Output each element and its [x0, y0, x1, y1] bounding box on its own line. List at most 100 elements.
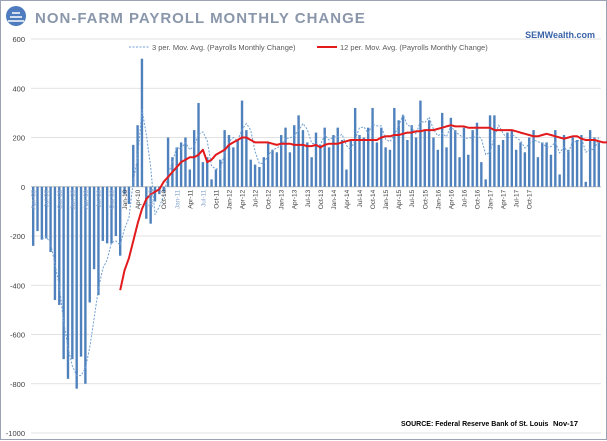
- bar: [462, 127, 466, 187]
- bar: [184, 137, 187, 187]
- x-tick-label: Jul-09: [96, 189, 103, 207]
- ma3-line: [41, 109, 600, 377]
- bar: [279, 135, 283, 187]
- bar: [406, 139, 409, 187]
- bar: [105, 186, 109, 244]
- x-tick-label: Apr-15: [396, 189, 403, 209]
- bar: [110, 186, 113, 244]
- y-tick-label: 0: [21, 183, 25, 192]
- y-tick-label: -600: [10, 331, 25, 340]
- bar: [153, 186, 157, 202]
- bar: [49, 186, 52, 253]
- bar: [210, 179, 213, 187]
- bar: [149, 186, 152, 224]
- bar: [567, 149, 570, 187]
- bar: [192, 130, 196, 187]
- bar: [284, 127, 287, 187]
- bar: [588, 130, 592, 187]
- bar: [414, 137, 418, 187]
- x-tick-label: Jan-15: [383, 189, 390, 209]
- x-tick-label: Oct-09: [109, 189, 116, 209]
- bar: [454, 130, 457, 187]
- bar: [427, 120, 431, 187]
- bar: [40, 186, 44, 240]
- bar: [549, 154, 553, 187]
- y-tick-label: -400: [10, 281, 25, 290]
- x-tick-label: Jul-15: [409, 189, 416, 207]
- bar: [136, 125, 139, 187]
- bar: [571, 137, 574, 187]
- bar: [314, 132, 318, 187]
- x-tick-label: Jan-09: [70, 189, 77, 209]
- bar: [584, 181, 587, 187]
- bar: [36, 186, 39, 232]
- legend: 3 per. Mov. Avg. (Payrolls Monthly Chang…: [129, 43, 488, 52]
- x-tick-label: Jan-17: [488, 189, 495, 209]
- bar: [127, 186, 131, 204]
- bar: [71, 186, 74, 360]
- bar: [501, 139, 505, 187]
- y-tick-label: 600: [12, 35, 25, 44]
- bar: [480, 162, 483, 187]
- x-tick-label: Jan-12: [226, 189, 233, 209]
- chart-title: NON-FARM PAYROLL MONTHLY CHANGE: [35, 10, 366, 27]
- bar: [519, 142, 522, 187]
- x-tick-label: Apr-08: [31, 189, 38, 209]
- bar: [201, 162, 205, 187]
- bar: [75, 186, 78, 389]
- bar: [253, 164, 257, 187]
- x-axis-ticks: Apr-08 Jul-08 Oct-08 Jan-09 Apr-09 Jul-09 Oct-…: [31, 189, 534, 209]
- x-tick-label: Apr-13: [292, 189, 299, 209]
- bar: [140, 58, 144, 187]
- bar: [162, 186, 165, 192]
- bar: [597, 142, 601, 187]
- bar: [593, 137, 596, 187]
- bar: [323, 127, 326, 187]
- line-series: [41, 109, 607, 377]
- bar: [541, 142, 544, 187]
- x-tick-label: Apr-10: [135, 189, 142, 209]
- bar: [388, 149, 392, 187]
- x-tick-label: Jan-10: [122, 189, 129, 209]
- x-tick-label: Oct-11: [213, 189, 220, 208]
- bar: [362, 137, 366, 187]
- legend-ma3-label: 3 per. Mov. Avg. (Payrolls Monthly Chang…: [152, 43, 296, 52]
- bar: [31, 186, 35, 246]
- x-tick-label: Jul-11: [200, 189, 207, 207]
- x-tick-label: Jul-08: [44, 189, 51, 207]
- bar: [467, 154, 470, 187]
- bar: [53, 186, 57, 301]
- bar: [319, 144, 322, 187]
- bar: [367, 127, 370, 187]
- y-tick-label: -1000: [6, 429, 25, 438]
- bar: [66, 186, 70, 379]
- y-tick-label: -200: [10, 232, 25, 241]
- bar: [310, 157, 313, 187]
- bar: [327, 147, 331, 187]
- x-tick-label: Apr-12: [240, 189, 247, 209]
- bar: [497, 144, 500, 187]
- bar: [240, 100, 244, 187]
- ma12-line: [119, 124, 607, 291]
- sun-logo-icon: [6, 6, 26, 26]
- bar: [432, 137, 435, 187]
- bar: [179, 142, 183, 187]
- bar: [88, 186, 91, 303]
- bar: [258, 167, 261, 187]
- x-tick-label: Jan-11: [174, 189, 181, 209]
- bar: [79, 186, 83, 357]
- x-tick-label: Oct-14: [370, 189, 377, 209]
- bar: [340, 139, 344, 187]
- x-tick-label: Jan-13: [279, 189, 286, 209]
- bar: [249, 159, 252, 187]
- bar: [449, 117, 453, 187]
- bar: [384, 147, 387, 187]
- bar: [45, 186, 48, 239]
- brand-link[interactable]: SEMWealth.com: [525, 30, 595, 40]
- bar: [484, 179, 487, 187]
- x-tick-label: Apr-17: [501, 189, 508, 209]
- bar: [358, 135, 361, 187]
- bar: [288, 152, 292, 187]
- bar: [562, 135, 566, 187]
- y-tick-label: 400: [12, 84, 25, 93]
